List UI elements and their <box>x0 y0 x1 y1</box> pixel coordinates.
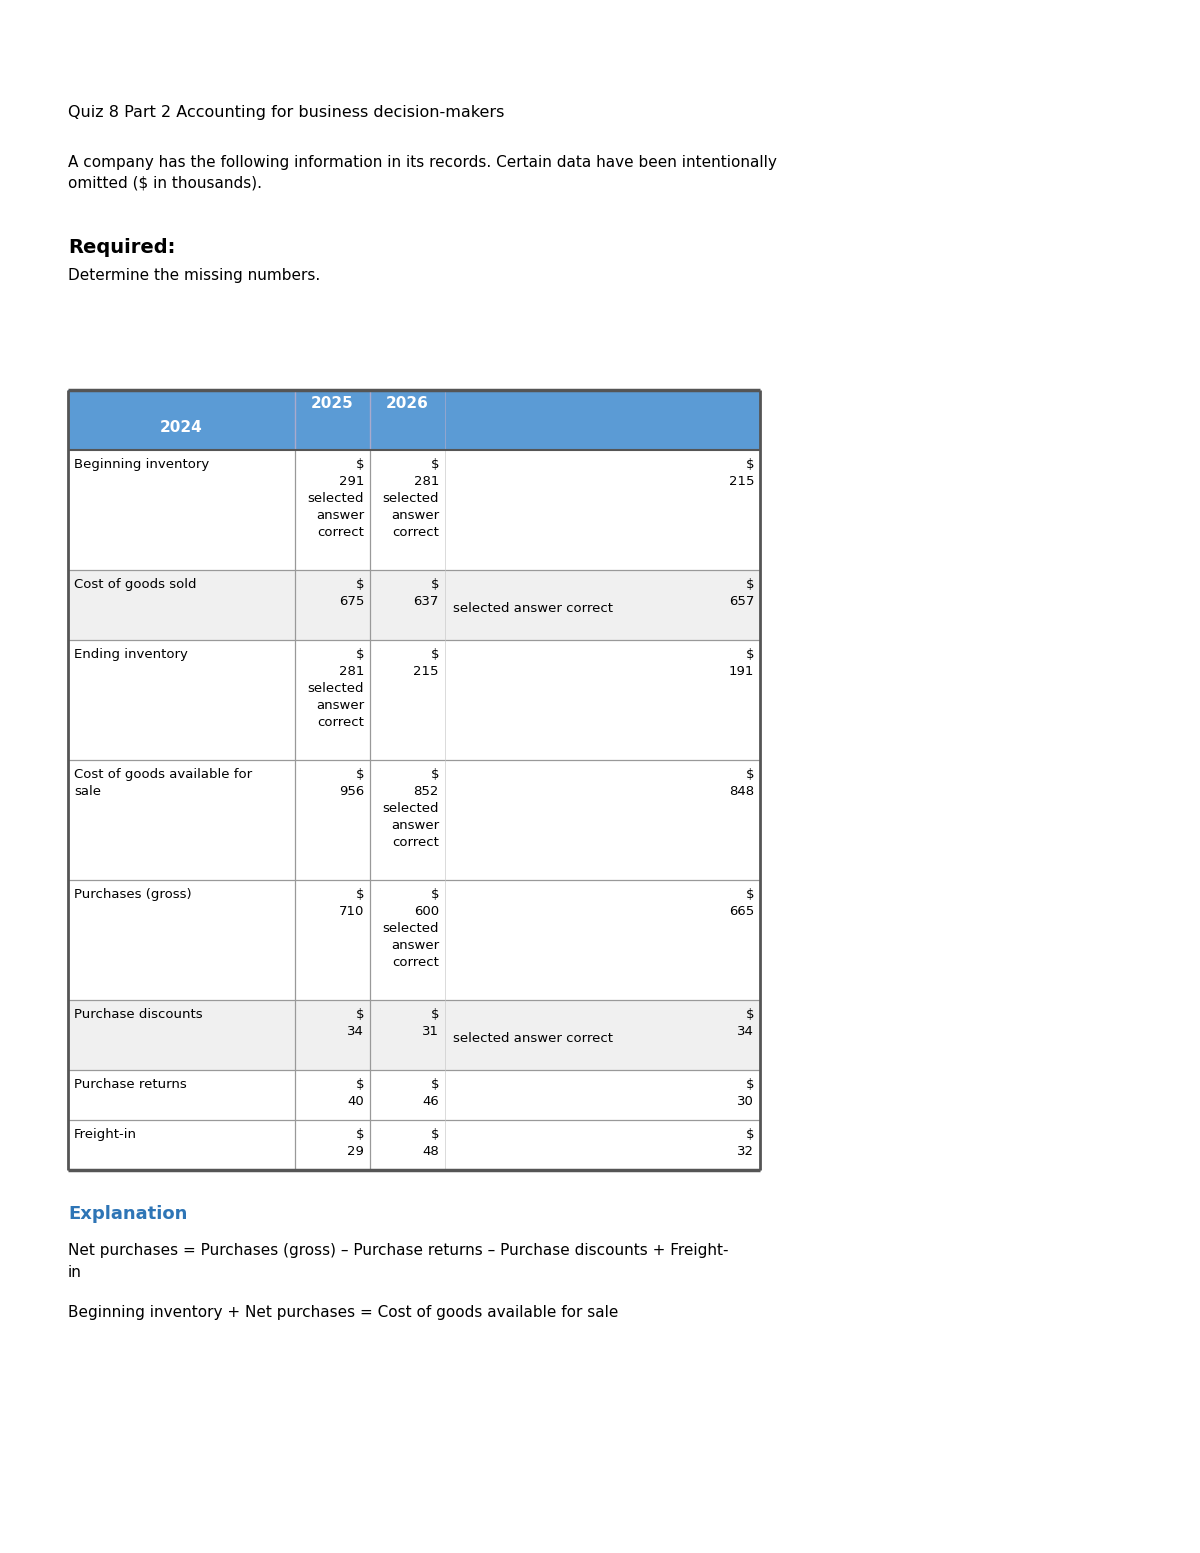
Bar <box>68 1000 760 1070</box>
Text: $
46: $ 46 <box>422 1078 439 1107</box>
Text: $
281
selected
answer
correct: $ 281 selected answer correct <box>383 458 439 539</box>
Text: Determine the missing numbers.: Determine the missing numbers. <box>68 269 320 283</box>
Text: $
281
selected
answer
correct: $ 281 selected answer correct <box>307 648 364 728</box>
Text: Ending inventory: Ending inventory <box>74 648 188 662</box>
Text: selected answer correct: selected answer correct <box>454 1033 613 1045</box>
Text: Freight-in: Freight-in <box>74 1127 137 1141</box>
Text: $
32: $ 32 <box>737 1127 754 1159</box>
Text: $
191: $ 191 <box>728 648 754 679</box>
Text: Explanation: Explanation <box>68 1205 187 1224</box>
Text: $
956: $ 956 <box>338 769 364 798</box>
Text: $
665: $ 665 <box>728 888 754 918</box>
Bar <box>68 390 760 450</box>
Text: $
29: $ 29 <box>347 1127 364 1159</box>
Text: $
30: $ 30 <box>737 1078 754 1107</box>
Text: $
34: $ 34 <box>737 1008 754 1037</box>
Text: Quiz 8 Part 2 Accounting for business decision-makers: Quiz 8 Part 2 Accounting for business de… <box>68 106 504 120</box>
Text: $
852
selected
answer
correct: $ 852 selected answer correct <box>383 769 439 849</box>
Bar <box>68 570 760 640</box>
Text: Cost of goods available for
sale: Cost of goods available for sale <box>74 769 252 798</box>
Text: Purchase discounts: Purchase discounts <box>74 1008 203 1020</box>
Text: $
600
selected
answer
correct: $ 600 selected answer correct <box>383 888 439 969</box>
Text: A company has the following information in its records. Certain data have been i: A company has the following information … <box>68 155 776 191</box>
Text: $
637: $ 637 <box>414 578 439 609</box>
Text: Purchase returns: Purchase returns <box>74 1078 187 1092</box>
Text: Beginning inventory: Beginning inventory <box>74 458 209 471</box>
Text: $
657: $ 657 <box>728 578 754 609</box>
Text: Beginning inventory + Net purchases = Cost of goods available for sale: Beginning inventory + Net purchases = Co… <box>68 1305 618 1320</box>
Text: $
34: $ 34 <box>347 1008 364 1037</box>
Text: $
291
selected
answer
correct: $ 291 selected answer correct <box>307 458 364 539</box>
Text: selected answer correct: selected answer correct <box>454 603 613 615</box>
Text: $
215: $ 215 <box>414 648 439 679</box>
Text: $
40: $ 40 <box>347 1078 364 1107</box>
Text: Required:: Required: <box>68 238 175 256</box>
Text: Cost of goods sold: Cost of goods sold <box>74 578 197 592</box>
Text: $
675: $ 675 <box>338 578 364 609</box>
Text: $
31: $ 31 <box>422 1008 439 1037</box>
Text: $
48: $ 48 <box>422 1127 439 1159</box>
Text: $
710: $ 710 <box>338 888 364 918</box>
Text: $
848: $ 848 <box>728 769 754 798</box>
Text: 2025: 2025 <box>311 396 354 412</box>
Text: 2024: 2024 <box>160 419 203 435</box>
Text: Net purchases = Purchases (gross) – Purchase returns – Purchase discounts + Frei: Net purchases = Purchases (gross) – Purc… <box>68 1242 728 1280</box>
Text: Purchases (gross): Purchases (gross) <box>74 888 192 901</box>
Text: 2026: 2026 <box>386 396 428 412</box>
Text: $
215: $ 215 <box>728 458 754 488</box>
